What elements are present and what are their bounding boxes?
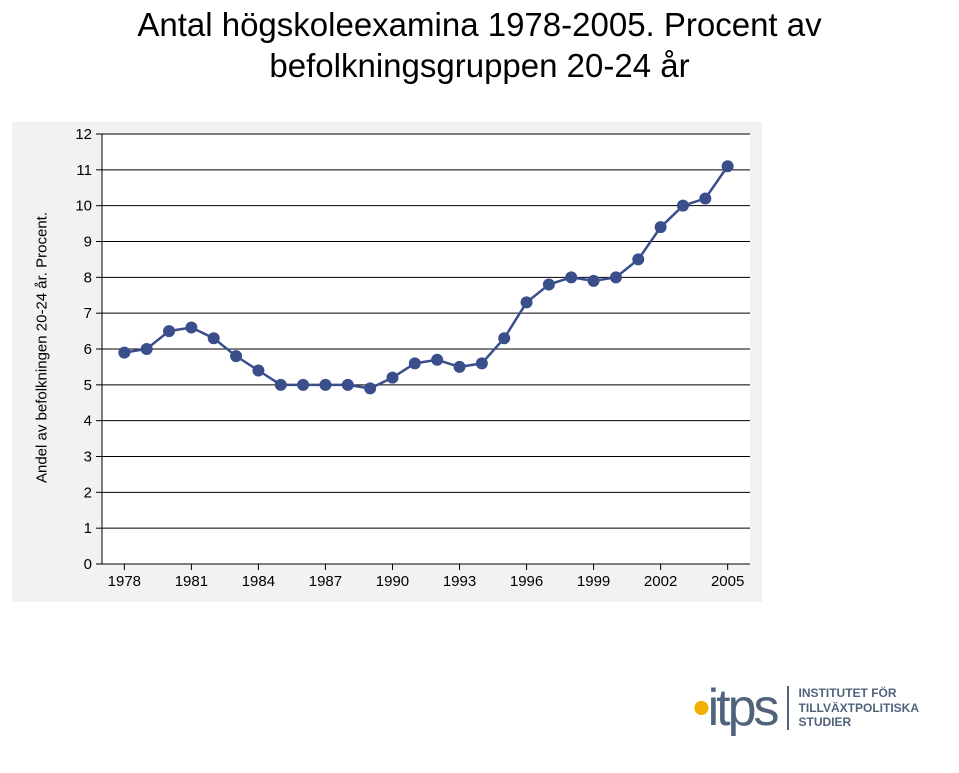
chart-container: 0123456789101112197819811984198719901993… <box>12 122 762 602</box>
svg-text:1999: 1999 <box>577 573 610 590</box>
svg-text:1996: 1996 <box>510 573 543 590</box>
title-line1: Antal högskoleexamina 1978-2005. Procent… <box>137 6 821 43</box>
svg-text:3: 3 <box>84 449 92 466</box>
logo-subtitle: INSTITUTET FÖR TILLVÄXTPOLITISKA STUDIER <box>787 686 919 729</box>
svg-text:1984: 1984 <box>242 573 275 590</box>
line-chart: 0123456789101112197819811984198719901993… <box>12 122 762 602</box>
svg-text:10: 10 <box>75 198 92 215</box>
title-line2: befolkningsgruppen 20-24 år <box>269 47 689 84</box>
svg-text:1987: 1987 <box>309 573 342 590</box>
y-axis-label: Andel av befolkningen 20-24 år. Procent. <box>34 198 51 498</box>
svg-text:1990: 1990 <box>376 573 409 590</box>
svg-text:7: 7 <box>84 305 92 322</box>
svg-text:6: 6 <box>84 341 92 358</box>
svg-text:11: 11 <box>76 162 92 179</box>
svg-text:2005: 2005 <box>711 573 744 590</box>
logo-line3: STUDIER <box>799 715 919 729</box>
logo-dot: • <box>692 679 707 737</box>
logo-line2: TILLVÄXTPOLITISKA <box>799 701 919 715</box>
chart-title: Antal högskoleexamina 1978-2005. Procent… <box>0 4 959 87</box>
svg-text:8: 8 <box>84 269 92 286</box>
svg-text:4: 4 <box>84 413 92 430</box>
svg-text:5: 5 <box>84 377 92 394</box>
svg-text:9: 9 <box>84 234 92 251</box>
footer-logo: •itps INSTITUTET FÖR TILLVÄXTPOLITISKA S… <box>692 678 919 738</box>
logo-line1: INSTITUTET FÖR <box>799 686 919 700</box>
svg-text:1993: 1993 <box>443 573 476 590</box>
svg-text:2002: 2002 <box>644 573 677 590</box>
svg-text:1981: 1981 <box>175 573 208 590</box>
logo-text: itps <box>708 679 777 737</box>
svg-text:1: 1 <box>84 520 92 537</box>
svg-text:1978: 1978 <box>108 573 141 590</box>
logo-mark: •itps <box>692 678 776 738</box>
svg-text:12: 12 <box>75 126 92 143</box>
svg-text:2: 2 <box>84 484 92 501</box>
svg-text:0: 0 <box>84 556 92 573</box>
